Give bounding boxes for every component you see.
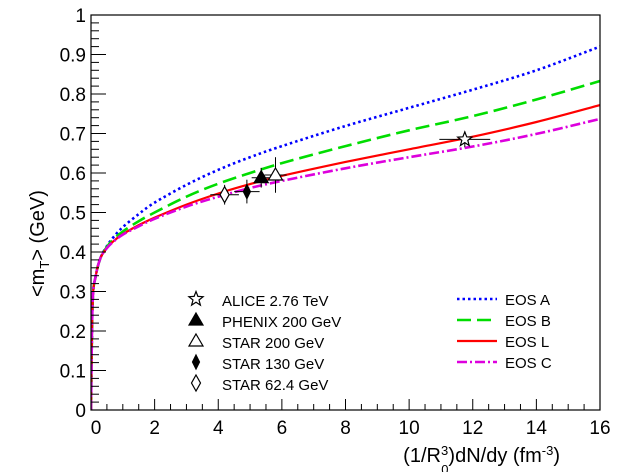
legend-item: ALICE 2.76 TeV [187, 289, 328, 310]
legend-label: EOS B [505, 313, 551, 330]
y-tick-label: 1 [75, 6, 86, 27]
marker-open-triangle [267, 166, 284, 181]
legend-item: STAR 130 GeV [191, 353, 324, 373]
legend-label: EOS C [505, 355, 552, 372]
x-tick-label: 14 [526, 418, 548, 439]
legend-item: EOS A [457, 292, 550, 309]
x-tick-label: 8 [340, 418, 351, 439]
marker-open-star [456, 130, 474, 147]
x-tick-label: 10 [399, 418, 420, 439]
y-tick-label: 0.5 [60, 204, 86, 225]
legend-label: STAR 200 GeV [222, 335, 324, 352]
x-axis: 0 2 4 6 8 10 12 14 16 [90, 399, 611, 439]
y-axis: 0 0.1 0.2 0.3 0.4 0.5 0.6 0.7 0.8 0.9 1 [60, 6, 106, 422]
marker-filled-triangle [253, 169, 270, 184]
curve-eos-c [91, 117, 600, 410]
y-tick-label: 0 [75, 401, 86, 422]
legend-data: ALICE 2.76 TeV PHENIX 200 GeV STAR 200 GeV… [187, 289, 341, 394]
legend-item: STAR 200 GeV [187, 332, 324, 352]
legend-models: EOS A EOS B EOS L EOS C [457, 292, 552, 372]
x-tick-label: 16 [589, 418, 610, 439]
x-tick-label: 12 [462, 418, 483, 439]
marker-open-diamond [219, 185, 230, 204]
legend-item: EOS L [457, 334, 549, 351]
x-axis-label: (1/R3 0)dN/dy (fm-3) [403, 443, 560, 472]
data-points [210, 130, 491, 205]
marker-open-triangle [187, 332, 205, 347]
y-tick-label: 0.9 [60, 46, 86, 67]
model-curves [91, 45, 600, 410]
y-tick-label: 0.4 [60, 243, 87, 264]
legend-label: EOS L [505, 334, 549, 351]
x-tick-label: 2 [149, 418, 160, 439]
y-tick-label: 0.3 [60, 283, 86, 304]
point-star-200-gev [264, 157, 287, 193]
legend-label: ALICE 2.76 TeV [222, 293, 328, 310]
point-phenix-200-gev [251, 167, 271, 188]
y-tick-label: 0.8 [60, 85, 86, 106]
point-star-130-gev [234, 179, 260, 204]
legend-item: PHENIX 200 GeV [187, 311, 341, 331]
x-tick-label: 4 [213, 418, 224, 439]
y-tick-label: 0.1 [60, 362, 86, 383]
y-tick-label: 0.6 [60, 164, 86, 185]
marker-open-star [187, 289, 205, 307]
y-tick-label: 0.2 [60, 322, 86, 343]
legend-item: EOS B [457, 313, 551, 330]
legend-label: EOS A [505, 292, 550, 309]
legend-label: STAR 130 GeV [222, 356, 324, 373]
y-axis-label: <mT> (GeV) [27, 190, 52, 297]
legend-item: EOS C [457, 355, 552, 372]
legend-label: STAR 62.4 GeV [222, 377, 328, 394]
y-tick-label: 0.7 [60, 125, 86, 146]
point-star-62-4-gev [210, 184, 239, 205]
marker-filled-diamond [242, 183, 252, 200]
curve-eos-a [91, 45, 600, 410]
marker-filled-triangle [187, 311, 205, 326]
legend-item: STAR 62.4 GeV [190, 373, 328, 394]
marker-open-diamond [190, 373, 202, 393]
x-tick-label: 0 [91, 418, 102, 439]
x-tick-label: 6 [277, 418, 288, 439]
legend-label: PHENIX 200 GeV [222, 314, 341, 331]
point-alice-2-76-tev [439, 130, 491, 148]
marker-filled-diamond [191, 353, 201, 371]
